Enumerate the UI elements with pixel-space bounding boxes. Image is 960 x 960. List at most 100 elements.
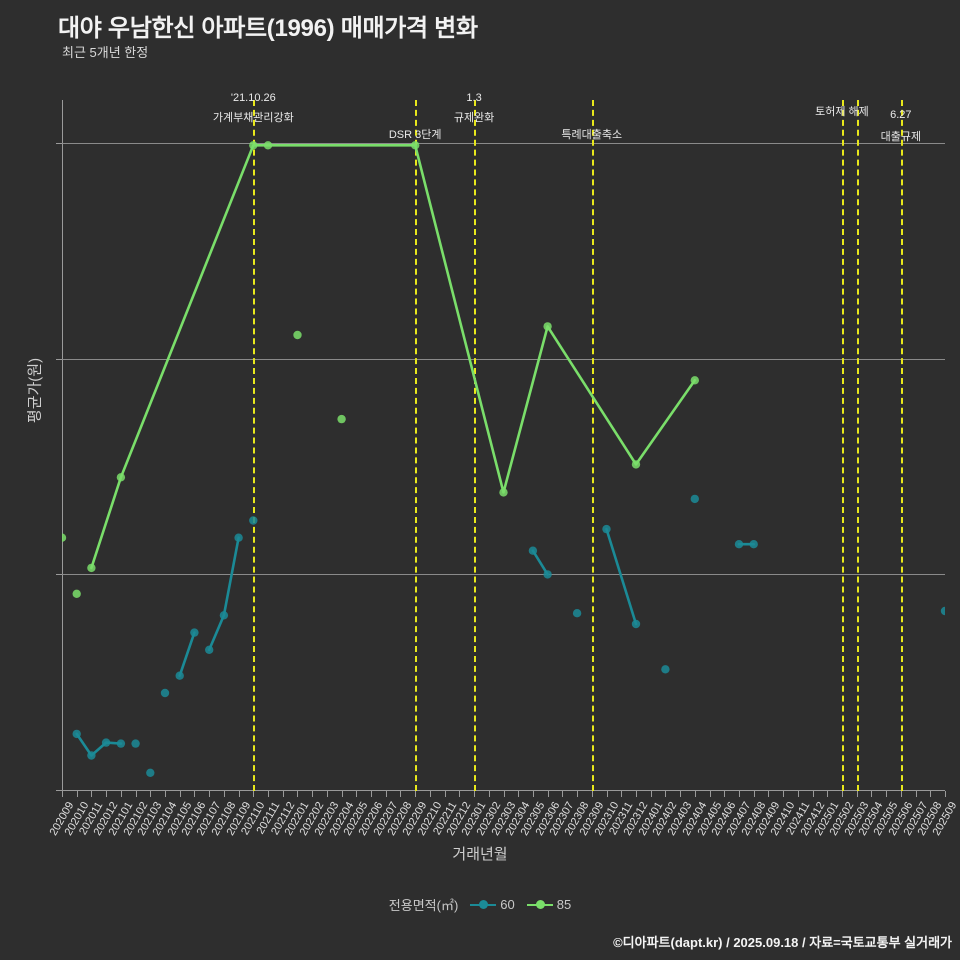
legend-label-60[interactable]: 60 — [500, 897, 515, 912]
series-canvas — [62, 141, 945, 777]
x-tick-mark — [915, 791, 917, 797]
annotation-event: 가계부채관리강화 — [212, 112, 294, 124]
data-point-60[interactable] — [631, 619, 641, 629]
x-tick-mark — [371, 791, 373, 797]
annotation-date: 6.27 — [890, 109, 912, 121]
legend-title: 전용면적(㎡) — [388, 898, 459, 913]
data-point-60[interactable] — [72, 729, 81, 739]
data-point-60[interactable] — [734, 540, 744, 549]
data-point-60[interactable] — [219, 611, 229, 620]
data-point-60[interactable] — [146, 768, 155, 777]
x-tick-mark — [238, 791, 240, 797]
event-vline — [415, 100, 418, 791]
x-tick-mark — [635, 791, 637, 797]
x-tick-mark — [62, 791, 63, 797]
data-point-85[interactable] — [543, 322, 552, 331]
data-point-60[interactable] — [190, 628, 199, 637]
x-tick-mark — [606, 791, 608, 797]
legend-dot-icon — [479, 899, 489, 909]
data-point-85[interactable] — [631, 460, 641, 469]
annotation-event: 특례대출축소 — [561, 129, 623, 141]
x-tick-mark — [503, 791, 505, 797]
data-point-60[interactable] — [234, 533, 243, 542]
x-axis-line — [62, 790, 945, 791]
x-tick-mark — [591, 791, 593, 797]
data-point-60[interactable] — [160, 688, 170, 698]
x-tick-mark — [783, 791, 785, 797]
x-tick-mark — [326, 791, 328, 797]
x-tick-mark — [179, 791, 181, 797]
data-point-60[interactable] — [661, 665, 670, 674]
x-tick-mark — [120, 791, 122, 797]
data-point-60[interactable] — [101, 738, 111, 747]
data-point-60[interactable] — [249, 516, 258, 525]
data-point-60[interactable] — [602, 524, 611, 534]
legend-label-85[interactable]: 85 — [556, 897, 572, 912]
x-tick-mark — [945, 791, 946, 797]
x-tick-mark — [738, 791, 740, 797]
legend-symbol-85[interactable] — [526, 898, 553, 912]
x-tick-mark — [356, 791, 358, 797]
series-line-60 — [207, 536, 240, 652]
x-tick-mark — [665, 791, 667, 797]
data-point-85[interactable] — [249, 141, 258, 150]
x-tick-mark — [768, 791, 770, 797]
data-point-60[interactable] — [116, 739, 126, 748]
data-point-85[interactable] — [263, 141, 273, 150]
data-point-60[interactable] — [749, 540, 758, 549]
data-point-85[interactable] — [72, 589, 81, 598]
x-tick-mark — [253, 791, 255, 797]
series-line-85 — [90, 143, 697, 570]
y-axis-line — [62, 100, 63, 791]
data-point-60[interactable] — [572, 609, 582, 618]
data-point-60[interactable] — [543, 570, 552, 579]
series-line-60 — [531, 549, 549, 576]
event-vline — [474, 100, 477, 791]
legend: 전용면적(㎡) 60 85 — [0, 895, 960, 914]
page-subtitle: 최근 5개년 한정 — [62, 45, 149, 60]
x-axis-label: 거래년월 — [452, 846, 508, 863]
x-tick-mark — [694, 791, 696, 797]
data-point-60[interactable] — [87, 751, 96, 760]
data-point-60[interactable] — [175, 671, 184, 680]
y-tick-mark — [56, 790, 62, 791]
x-tick-mark — [385, 791, 387, 797]
x-tick-mark — [812, 791, 814, 797]
data-point-60[interactable] — [528, 546, 538, 555]
x-tick-mark — [709, 791, 711, 797]
data-point-85[interactable] — [499, 488, 508, 497]
x-tick-mark — [518, 791, 520, 797]
plot-area — [62, 100, 945, 790]
data-point-85[interactable] — [116, 473, 126, 482]
data-point-85[interactable] — [690, 376, 699, 385]
x-tick-mark — [91, 791, 93, 797]
data-point-85[interactable] — [337, 414, 346, 424]
x-tick-mark — [621, 791, 623, 797]
series-line-60 — [75, 732, 123, 757]
x-tick-mark — [871, 791, 873, 797]
x-tick-mark — [650, 791, 652, 797]
series-line-60 — [605, 527, 638, 626]
x-tick-mark — [223, 791, 225, 797]
gridline — [62, 143, 945, 145]
data-point-60[interactable] — [690, 494, 699, 504]
data-point-60[interactable] — [205, 645, 214, 654]
x-tick-mark — [268, 791, 270, 797]
data-point-60[interactable] — [940, 606, 945, 616]
data-point-85[interactable] — [411, 141, 420, 150]
x-tick-mark — [900, 791, 902, 797]
legend-symbol-60[interactable] — [470, 898, 497, 912]
x-tick-mark — [886, 791, 888, 797]
x-tick-mark — [562, 791, 564, 797]
x-tick-mark — [827, 791, 829, 797]
gridline — [62, 574, 945, 576]
data-point-60[interactable] — [131, 739, 140, 748]
data-point-85[interactable] — [87, 563, 96, 573]
event-vline — [841, 100, 844, 791]
footer-credit: ©디아파트(dapt.kr) / 2025.09.18 / 자료=국토교통부 실… — [613, 935, 952, 950]
x-tick-mark — [724, 791, 726, 797]
x-tick-mark — [547, 791, 549, 797]
data-point-85[interactable] — [62, 533, 67, 542]
data-point-85[interactable] — [293, 330, 302, 340]
x-tick-mark — [135, 791, 137, 797]
